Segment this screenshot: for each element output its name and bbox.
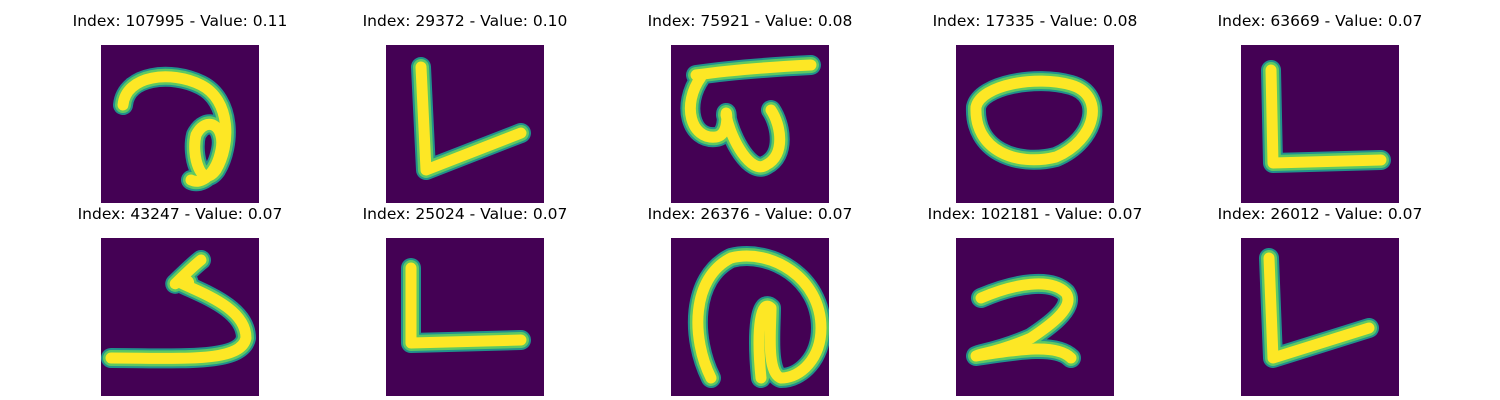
panel-title: Index: 43247 - Value: 0.07 xyxy=(77,205,283,223)
glyph-stroke xyxy=(966,71,1103,170)
glyph-stroke xyxy=(101,250,256,369)
digit-image xyxy=(386,238,544,396)
panel-title: Index: 75921 - Value: 0.08 xyxy=(647,12,853,30)
image-panel: Index: 75921 - Value: 0.08 xyxy=(620,11,880,203)
panel-title: Index: 26012 - Value: 0.07 xyxy=(1217,205,1423,223)
image-panel: Index: 26376 - Value: 0.07 xyxy=(620,204,880,396)
digit-image xyxy=(671,238,829,396)
glyph-stroke xyxy=(1261,60,1391,173)
digit-image xyxy=(101,238,259,396)
glyph-stroke xyxy=(966,273,1081,368)
image-panel: Index: 102181 - Value: 0.07 xyxy=(905,204,1165,396)
image-panel: Index: 107995 - Value: 0.11 xyxy=(50,11,310,203)
panel-title: Index: 25024 - Value: 0.07 xyxy=(362,205,568,223)
digit-image xyxy=(1241,45,1399,203)
digit-image xyxy=(386,45,544,203)
panel-title: Index: 102181 - Value: 0.07 xyxy=(927,205,1143,223)
digit-image xyxy=(671,45,829,203)
panel-title: Index: 107995 - Value: 0.11 xyxy=(72,12,288,30)
digit-image xyxy=(956,238,1114,396)
glyph-stroke xyxy=(113,66,236,192)
image-panel: Index: 17335 - Value: 0.08 xyxy=(905,11,1165,203)
panel-title: Index: 26376 - Value: 0.07 xyxy=(647,205,853,223)
image-panel: Index: 29372 - Value: 0.10 xyxy=(335,11,595,203)
panel-title: Index: 63669 - Value: 0.07 xyxy=(1217,12,1423,30)
panel-title: Index: 29372 - Value: 0.10 xyxy=(362,12,568,30)
digit-image xyxy=(1241,238,1399,396)
image-panel: Index: 26012 - Value: 0.07 xyxy=(1190,204,1450,396)
image-panel: Index: 63669 - Value: 0.07 xyxy=(1190,11,1450,203)
panel-title: Index: 17335 - Value: 0.08 xyxy=(932,12,1138,30)
glyph-stroke xyxy=(680,55,821,177)
glyph-stroke xyxy=(687,246,829,388)
digit-image xyxy=(101,45,259,203)
image-panel: Index: 25024 - Value: 0.07 xyxy=(335,204,595,396)
digit-image xyxy=(956,45,1114,203)
glyph-stroke xyxy=(411,57,531,180)
glyph-stroke xyxy=(401,258,531,353)
glyph-stroke xyxy=(1259,248,1379,368)
image-panel: Index: 43247 - Value: 0.07 xyxy=(50,204,310,396)
